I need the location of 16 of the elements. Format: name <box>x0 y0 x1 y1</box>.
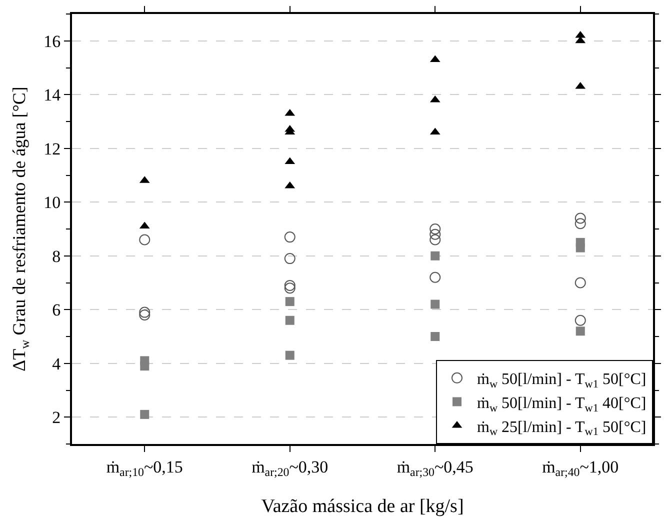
legend-label: ṁ$_{w}$ 50[l/min] - T$_{w1}$ 40[°C] <box>477 394 646 414</box>
y-tick-label: 16 <box>44 32 61 51</box>
y-tick-label: 2 <box>52 408 61 428</box>
x-tick-label: ṁ$_{ar;30}$~0,45 <box>396 457 474 479</box>
x-tick-label: ṁ$_{ar;20}$~0,30 <box>252 457 328 479</box>
x-tick-label: ṁ$_{ar;40}$~1,00 <box>542 457 619 479</box>
y-tick-label: 4 <box>52 354 62 374</box>
legend-label: ṁ$_{w}$ 50[l/min] - T$_{w1}$ 50[°C] <box>477 371 646 390</box>
x-tick-label: ṁ$_{ar;10}$~0,15 <box>106 457 183 479</box>
y-tick-label: 14 <box>44 86 62 105</box>
x-axis-title: Vazão mássica de ar [kg/s] <box>261 496 464 517</box>
y-tick-label: 12 <box>44 139 61 158</box>
y-tick-label: 8 <box>52 246 61 266</box>
y-tick-label: 10 <box>44 193 61 212</box>
y-tick-label: 6 <box>52 300 61 320</box>
legend-label: ṁ$_{w}$ 25[l/min] - T$_{w1}$ 50[°C] <box>477 418 646 438</box>
